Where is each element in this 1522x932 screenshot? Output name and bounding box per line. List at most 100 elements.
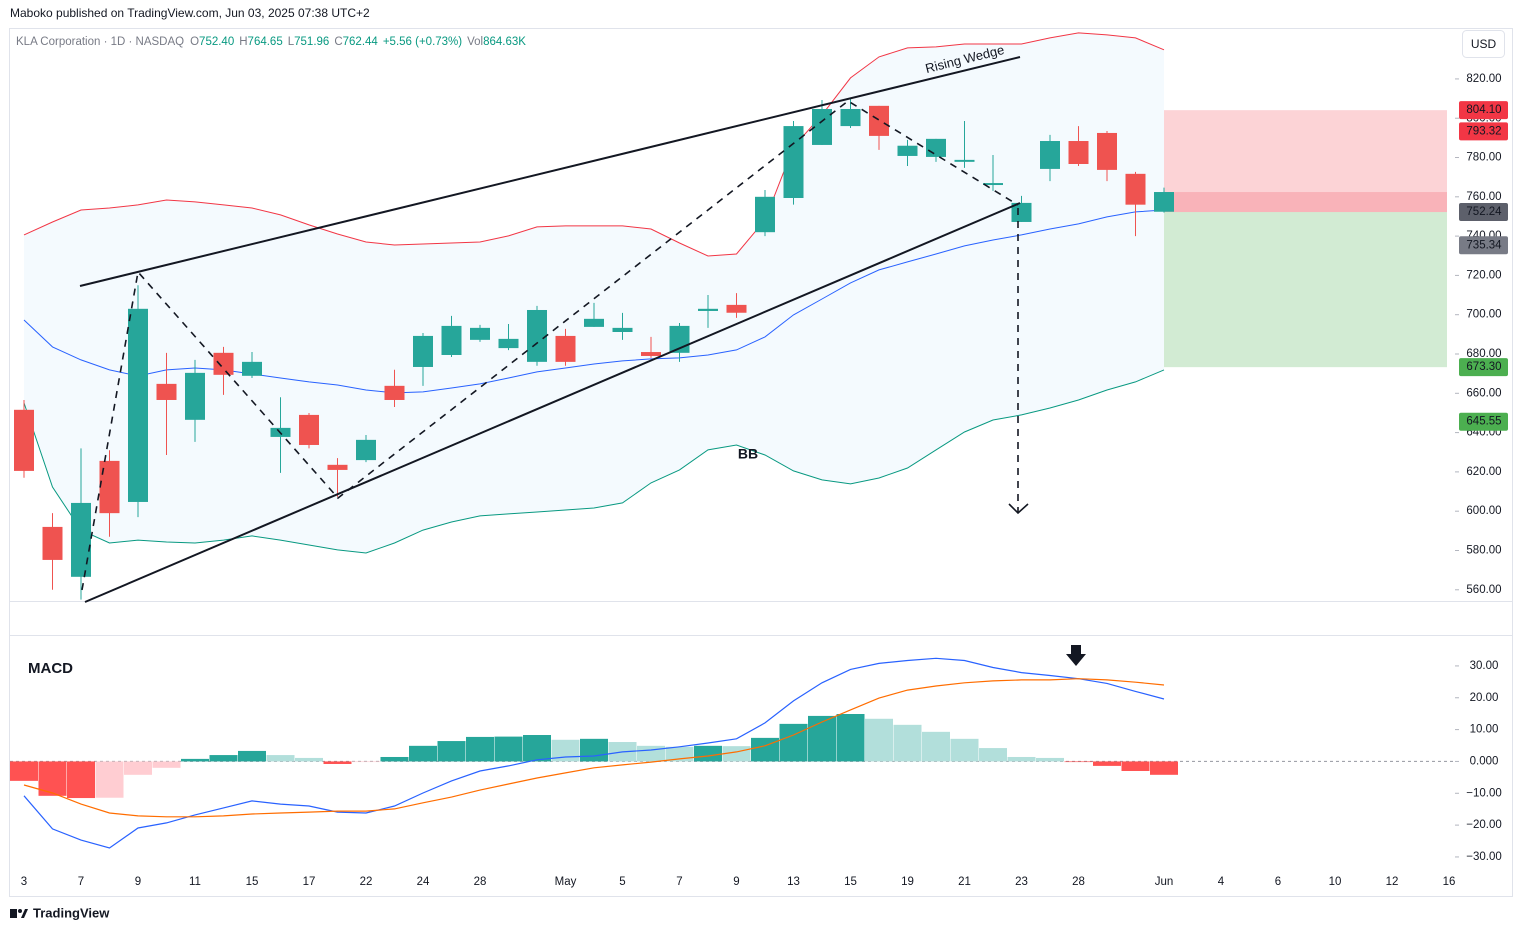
x-tick-label: 23 — [1015, 876, 1028, 888]
histogram-bar — [380, 756, 409, 762]
currency-button[interactable] — [1462, 30, 1505, 58]
y-tick-label: 700.00 — [1466, 309, 1501, 321]
candle-body — [641, 352, 661, 356]
x-tick-label: May — [555, 876, 577, 888]
candle-body — [498, 338, 519, 349]
candle-body — [42, 526, 63, 560]
candle-body — [726, 304, 747, 313]
price-tag — [1459, 236, 1508, 255]
x-tick-label: 21 — [958, 876, 971, 888]
price-tag-label: 804.10 — [1466, 104, 1501, 116]
legend-value: 762.44 — [343, 36, 379, 48]
x-tick-label: 24 — [417, 876, 430, 888]
drawings — [79, 56, 1029, 603]
macd-line — [23, 678, 1165, 818]
brand-logo — [10, 909, 28, 918]
x-tick-label: 7 — [676, 876, 682, 888]
y-tick-label: 20.00 — [1470, 692, 1499, 704]
legend-change: +5.56 (+0.73%) — [383, 36, 462, 48]
candle-body — [983, 183, 1003, 186]
price-tag — [1459, 122, 1508, 141]
y-tick-label: 660.00 — [1466, 387, 1501, 399]
candle-body — [527, 309, 547, 362]
macd-line — [23, 657, 1165, 849]
x-tick-label: 17 — [303, 876, 316, 888]
candle-body — [242, 361, 262, 376]
x-tick-label: 13 — [787, 876, 800, 888]
legend-value: 751.96 — [294, 36, 329, 48]
wedge-upper — [79, 56, 1021, 287]
x-tick-label: 6 — [1275, 876, 1281, 888]
price-tag-label: 735.34 — [1466, 239, 1502, 251]
candle-body — [1097, 132, 1117, 170]
histogram-bar — [124, 761, 152, 775]
candle-body — [413, 335, 433, 367]
histogram-bar — [1036, 757, 1064, 762]
y-tick-label: 30.00 — [1470, 660, 1499, 672]
histogram-bar — [152, 761, 181, 768]
candle-body — [612, 327, 633, 332]
price-tag — [1459, 358, 1508, 377]
candle-body — [812, 108, 832, 145]
histogram-bar — [950, 738, 979, 762]
x-tick-label: 16 — [1443, 876, 1456, 888]
candle-body — [555, 335, 576, 362]
projection-head — [1008, 503, 1029, 515]
position-zone — [1164, 212, 1447, 368]
bands-label: BB — [738, 446, 758, 462]
candle-body — [185, 372, 205, 420]
histogram-bar — [694, 745, 722, 762]
histogram-bar — [893, 724, 922, 762]
candle-body — [213, 352, 234, 375]
candle-body — [840, 108, 861, 127]
candle-body — [897, 145, 918, 156]
histogram-bar — [637, 745, 665, 762]
x-tick-label: 10 — [1329, 876, 1342, 888]
macd-title: MACD — [28, 660, 73, 677]
position-zone — [1164, 192, 1447, 213]
histogram-bar — [1150, 761, 1178, 775]
histogram-bar — [266, 755, 295, 762]
histogram-bar — [67, 761, 95, 799]
brand: TradingView — [33, 905, 110, 920]
candle-body — [327, 464, 348, 470]
histogram-bar — [551, 739, 580, 762]
candle-body — [99, 460, 120, 514]
y-tick-label: −10.00 — [1466, 787, 1502, 799]
publisher: Maboko published on TradingView.com, Jun… — [10, 6, 370, 20]
currency[interactable]: USD — [1471, 37, 1497, 51]
price-tag-label: 793.32 — [1466, 125, 1501, 137]
candle-body — [869, 105, 889, 136]
price-tag-label: 752.24 — [1466, 206, 1502, 218]
histogram-bar — [979, 748, 1007, 762]
price-tag — [1459, 101, 1508, 120]
histogram-bar — [836, 714, 865, 762]
histogram-bar — [181, 758, 209, 762]
histogram-bar — [865, 718, 893, 762]
band-line — [23, 369, 1165, 554]
histogram-bar — [409, 745, 437, 762]
histogram-bar — [323, 761, 352, 764]
histogram-bar — [466, 736, 494, 762]
y-tick-label: 560.00 — [1466, 584, 1501, 596]
candle-body — [14, 409, 34, 471]
histogram-bar — [1093, 761, 1121, 766]
candle-body — [1125, 173, 1146, 205]
candle-body — [71, 502, 91, 577]
histogram-bar — [209, 755, 238, 762]
histogram-bar — [494, 736, 523, 762]
histogram-bar — [922, 731, 950, 762]
legend-volume-key: Vol — [467, 36, 483, 48]
histogram-bar — [10, 761, 38, 781]
candle-body — [584, 318, 604, 327]
candle-body — [1068, 141, 1089, 165]
price-tag — [1459, 203, 1508, 222]
candle-body — [1040, 141, 1060, 169]
x-tick-label: 9 — [135, 876, 141, 888]
frame — [9, 28, 1513, 897]
legend-value: 764.65 — [248, 36, 283, 48]
histogram-bar — [580, 738, 608, 762]
x-tick-label: 5 — [619, 876, 625, 888]
y-tick-label: 680.00 — [1466, 348, 1501, 360]
